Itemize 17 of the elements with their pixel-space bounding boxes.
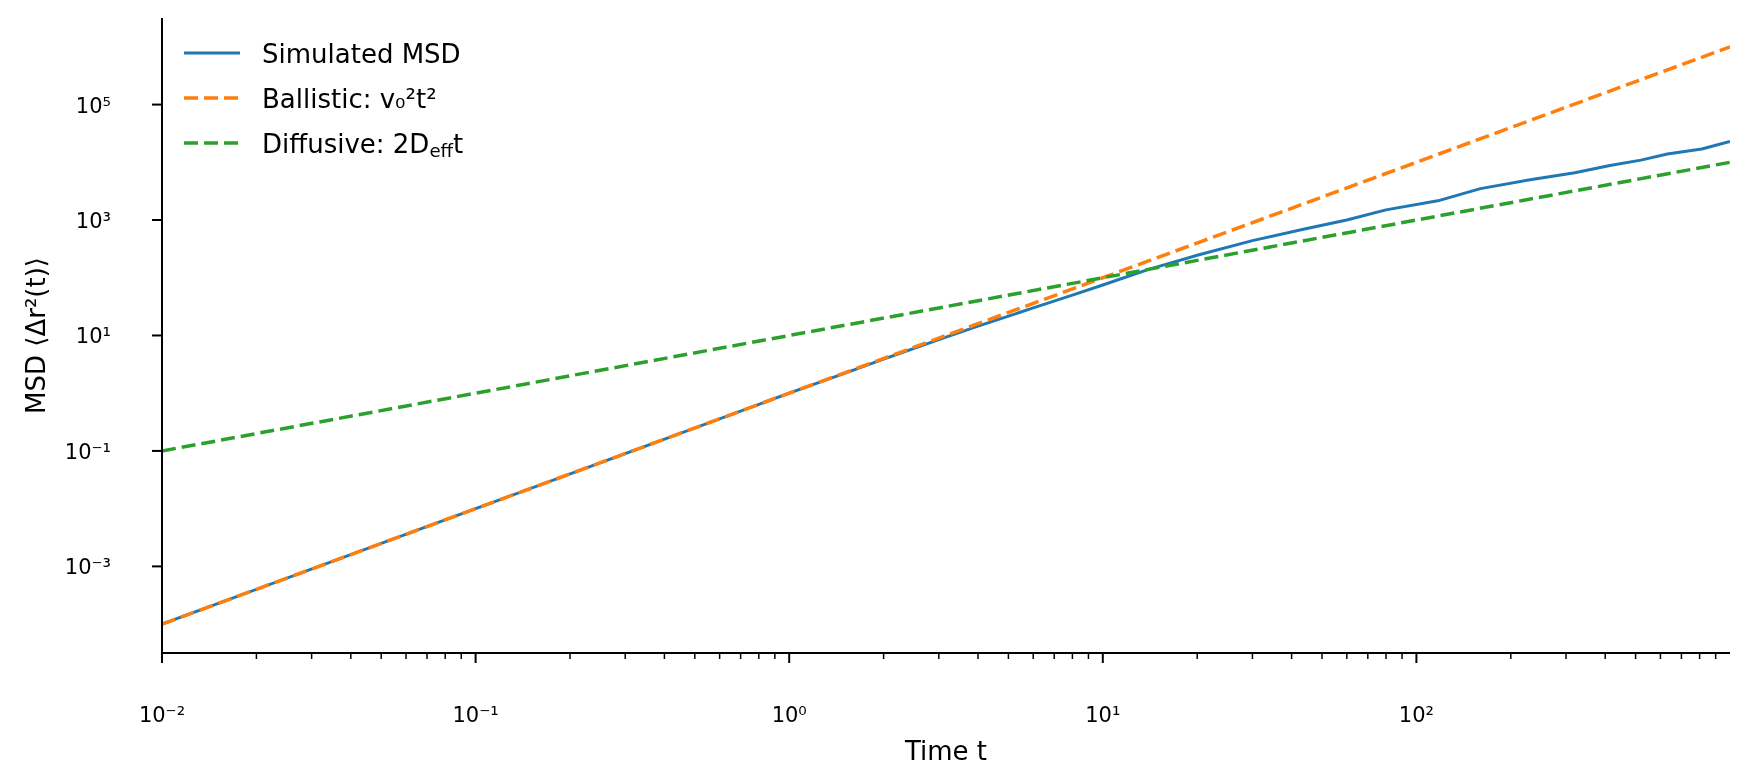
y-tick-label: 10³ xyxy=(75,209,111,234)
x-tick-label: 10² xyxy=(1398,703,1434,727)
x-tick-label: 10⁰ xyxy=(771,703,807,727)
y-tick-label: 10¹ xyxy=(75,324,111,349)
y-axis-title: MSD ⟨Δr²(t)⟩ xyxy=(21,257,51,414)
line-series xyxy=(162,45,1730,626)
x-tick-label: 10⁻¹ xyxy=(452,703,499,727)
y-tick-label: 10⁻¹ xyxy=(64,439,111,464)
x-axis-title: Time t xyxy=(903,736,988,766)
legend-label: Ballistic: v₀²t² xyxy=(262,84,437,114)
legend-label: Diffusive: 2D$_{eff}$t xyxy=(262,129,464,161)
x-tick-label: 10¹ xyxy=(1085,703,1121,727)
line-series xyxy=(162,160,1730,453)
y-tick-label: 10⁵ xyxy=(75,93,111,118)
x-tick-label: 10⁻² xyxy=(138,703,186,727)
y-tick-label: 10⁻³ xyxy=(64,555,111,580)
legend-label: Simulated MSD xyxy=(262,39,461,69)
